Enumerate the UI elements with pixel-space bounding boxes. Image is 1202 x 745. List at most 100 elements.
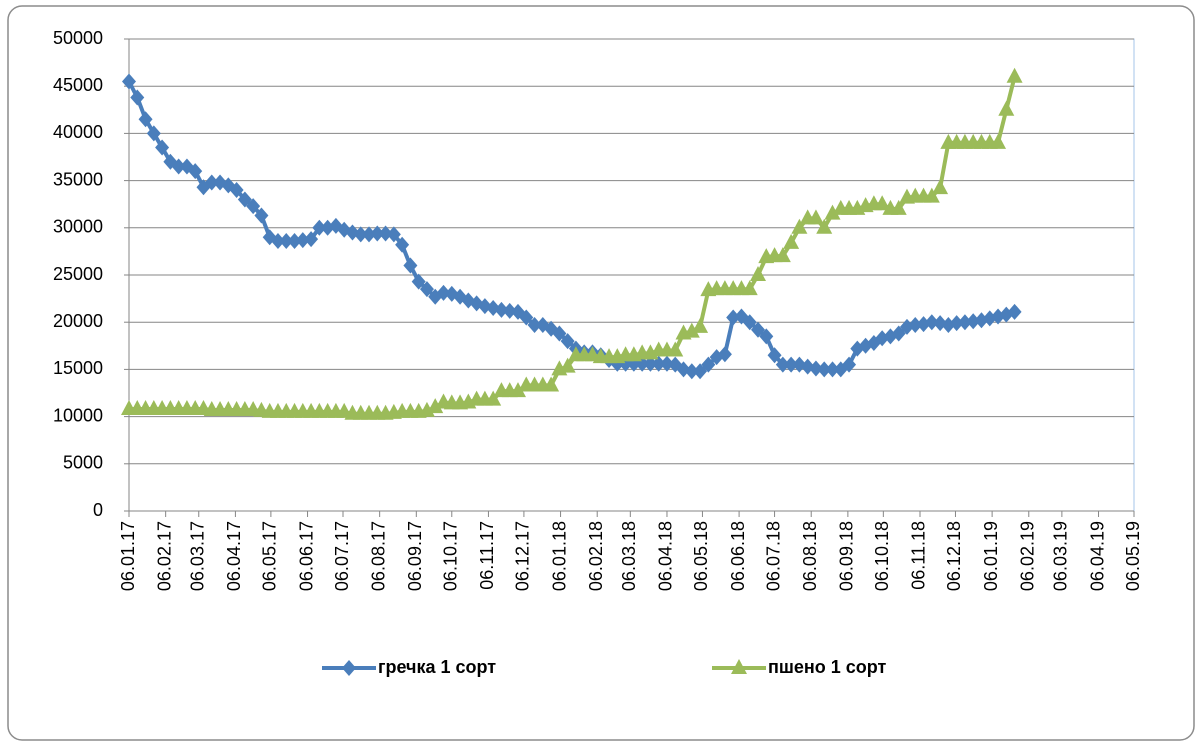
marker [270,233,285,250]
marker [138,111,153,128]
marker [146,125,161,142]
y-tick-label: 50000 [53,28,103,48]
x-tick-label: 06.10.18 [872,521,892,591]
marker [817,361,832,378]
x-tick-label: 06.04.18 [656,521,676,591]
marker [362,226,377,243]
marker [130,89,145,106]
marker [891,325,906,342]
y-tick-label: 35000 [53,169,103,189]
marker [651,355,666,372]
marker [494,301,509,318]
marker [908,317,923,334]
marker [237,191,252,208]
marker [246,198,261,215]
x-tick-label: 06.03.18 [619,521,639,591]
marker [923,187,940,203]
y-tick-label: 20000 [53,311,103,331]
marker [436,284,451,301]
legend-marker [342,660,356,676]
marker [419,281,434,298]
marker [775,356,790,373]
x-tick-label: 06.09.17 [405,521,425,591]
marker [370,225,385,242]
x-tick-label: 06.07.17 [332,521,352,591]
marker [229,182,244,199]
y-tick-label: 5000 [63,453,103,473]
chart-border [7,5,1195,741]
legend-label: гречка 1 сорт [378,657,496,677]
marker [693,363,708,380]
x-tick-label: 06.08.18 [800,521,820,591]
x-tick-label: 06.02.18 [586,521,606,591]
marker [295,232,310,249]
marker [759,328,774,345]
x-tick-label: 06.05.17 [260,521,280,591]
marker [684,363,699,380]
marker [667,341,684,357]
x-tick-label: 06.05.19 [1123,521,1143,591]
marker [1006,67,1023,83]
x-tick-label: 06.01.18 [549,521,569,591]
marker [808,360,823,377]
marker [386,226,401,243]
marker [395,236,410,253]
marker [816,218,833,234]
marker [784,356,799,373]
marker [717,346,732,363]
x-tick-label: 06.02.17 [154,521,174,591]
x-tick-label: 06.06.18 [728,521,748,591]
marker [643,355,658,372]
marker [543,376,560,392]
marker [312,219,327,236]
marker [751,321,766,338]
x-tick-label: 06.01.19 [981,521,1001,591]
marker [701,356,716,373]
x-tick-label: 06.09.18 [837,521,857,591]
y-tick-label: 30000 [53,217,103,237]
marker [403,257,418,274]
marker [957,314,972,331]
legend-marker [731,659,747,674]
marker [559,357,576,373]
legend-label: пшено 1 сорт [768,657,887,677]
marker [204,174,219,191]
y-tick-label: 10000 [53,405,103,425]
marker [807,209,824,225]
marker [1007,303,1022,320]
x-tick-label: 06.12.18 [944,521,964,591]
marker [378,225,393,242]
marker [527,317,542,334]
y-tick-label: 45000 [53,75,103,95]
marker [287,233,302,250]
marker [932,179,949,195]
y-tick-label: 15000 [53,358,103,378]
marker [742,314,757,331]
marker [966,313,981,330]
marker [924,314,939,331]
marker [998,100,1015,116]
marker [155,139,170,156]
y-tick-label: 25000 [53,264,103,284]
marker [304,231,319,248]
marker [842,356,857,373]
marker [741,280,758,296]
marker [767,347,782,364]
marker [509,382,526,398]
y-tick-label: 0 [93,500,103,520]
x-tick-label: 06.04.17 [224,521,244,591]
x-tick-label: 06.08.17 [368,521,388,591]
marker [659,355,674,372]
marker [726,309,741,326]
marker [552,325,567,342]
x-tick-label: 06.11.17 [477,521,497,590]
marker [279,233,294,250]
x-tick-label: 06.02.19 [1018,521,1038,591]
marker [783,233,800,249]
x-tick-label: 06.11.18 [909,521,929,590]
marker [683,322,700,338]
marker [750,266,767,281]
x-tick-label: 06.03.17 [188,521,208,591]
x-tick-label: 06.04.19 [1087,521,1107,591]
marker [418,401,435,417]
